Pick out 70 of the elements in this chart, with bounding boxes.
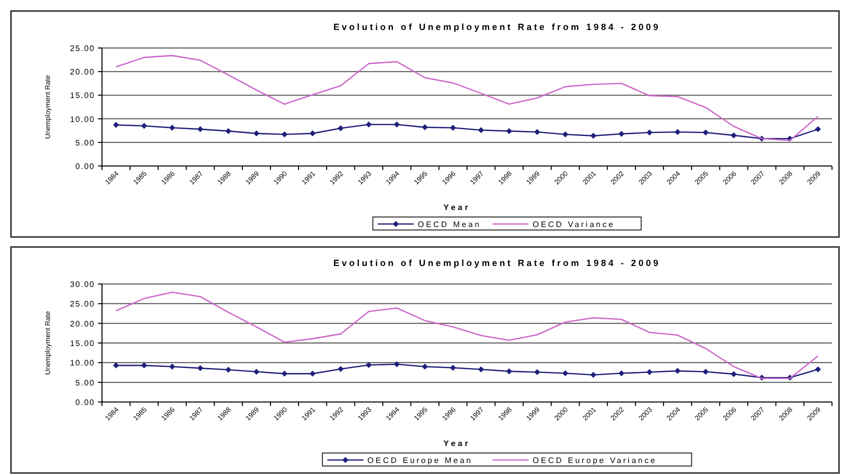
point [814,126,821,132]
y-tick-label: 25.00 [70,44,95,53]
y-tick-label: 0.00 [75,162,95,171]
point [394,121,400,128]
line-series [115,54,819,142]
line-series [115,292,819,380]
point [478,127,484,134]
point [282,131,288,138]
point [646,129,652,136]
point [506,368,512,374]
legend-label: OECD Europe Variance [532,456,657,465]
point [422,124,428,130]
y-tick-label: 0.00 [75,398,95,407]
y-tick-label: 5.00 [75,138,95,148]
point [338,366,344,372]
point [506,128,512,134]
point [590,132,596,139]
point [394,361,400,368]
point [282,370,288,377]
point [225,128,232,134]
point [450,364,456,371]
legend-label: OECD Europe Mean [367,456,473,465]
point [702,129,709,136]
point [225,366,232,373]
point [366,362,372,368]
point [253,368,260,375]
point [730,132,737,138]
y-tick-label: 15.00 [70,91,95,100]
y-tick-label: 25.00 [70,300,95,309]
point [618,370,624,376]
x-axis-title: Year [444,439,470,448]
chart-title: Evolution of Unemployment Rate from 1984 - 2009 [333,22,661,32]
legend-label: OECD Mean [418,220,482,229]
point [253,130,260,136]
x-axis-title: Year [444,203,470,212]
point [646,369,652,376]
y-tick-label: 10.00 [70,114,95,124]
y-tick-label: 20.00 [70,68,95,77]
point [478,366,484,372]
point [562,131,568,138]
point [534,129,540,136]
point [814,366,821,372]
y-tick-label: 20.00 [70,319,95,328]
point [113,362,120,368]
point [674,368,681,374]
point [169,124,176,131]
point [310,370,316,377]
point [197,126,204,132]
point [366,121,372,128]
point [534,369,540,376]
y-tick-label: 10.00 [70,358,95,368]
point [169,364,176,370]
point [618,130,624,137]
y-tick-label: 30.00 [70,280,95,289]
point [422,364,428,370]
point [702,368,709,375]
point [141,362,148,368]
point [590,372,596,378]
y-tick-label: 5.00 [75,378,95,388]
point [113,122,120,128]
point [310,130,316,136]
point [141,122,148,129]
y-tick-label: 15.00 [70,339,95,348]
point [450,124,456,131]
point [197,365,204,372]
point [338,125,344,132]
chart-title: Evolution of Unemployment Rate from 1984 - 2009 [333,258,661,268]
point [730,371,737,378]
point [562,370,568,376]
legend-label: OECD Variance [532,220,615,229]
